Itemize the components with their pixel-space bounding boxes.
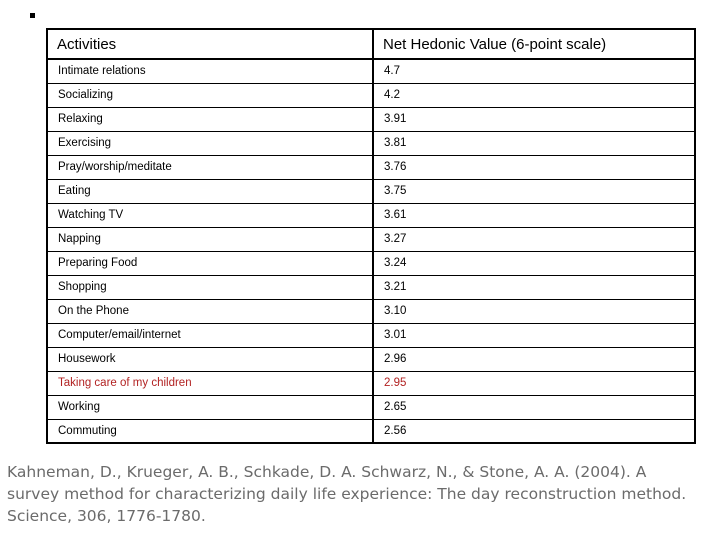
table-row: Eating 3.75 <box>47 179 695 204</box>
activity-cell: Watching TV <box>47 203 373 228</box>
table-row: Exercising 3.81 <box>47 131 695 156</box>
table-row: Pray/worship/meditate 3.76 <box>47 155 695 180</box>
activities-table-body: Intimate relations 4.7 Socializing 4.2 Relax… <box>47 59 695 443</box>
citation-text: Kahneman, D., Krueger, A. B., Schkade, D… <box>7 463 687 525</box>
value-cell: 3.01 <box>372 323 695 348</box>
table-row: Watching TV 3.61 <box>47 203 695 228</box>
activity-cell: Computer/email/internet <box>47 323 373 348</box>
table-row: Commuting 2.56 <box>47 419 695 443</box>
table-row: Napping 3.27 <box>47 227 695 252</box>
table-row: Socializing 4.2 <box>47 83 695 108</box>
activities-column-header: Activities <box>47 29 373 60</box>
table-row: Intimate relations 4.7 <box>47 59 695 84</box>
value-cell: 3.75 <box>372 179 695 204</box>
activity-cell: Housework <box>47 347 373 372</box>
value-cell: 3.27 <box>372 227 695 252</box>
activity-cell: Taking care of my children <box>47 371 373 396</box>
activity-cell: Preparing Food <box>47 251 373 276</box>
activity-cell: Exercising <box>47 131 373 156</box>
table-row: Working 2.65 <box>47 395 695 420</box>
stray-mark <box>30 13 35 18</box>
activity-cell: Eating <box>47 179 373 204</box>
activity-cell: Working <box>47 395 373 420</box>
table-row: Shopping 3.21 <box>47 275 695 300</box>
value-cell: 4.2 <box>372 83 695 108</box>
table-header-row: Activities Net Hedonic Value (6-point sc… <box>47 29 695 60</box>
value-cell: 3.81 <box>372 131 695 156</box>
table-row: Computer/email/internet 3.01 <box>47 323 695 348</box>
value-cell: 2.56 <box>372 419 695 443</box>
value-cell: 3.61 <box>372 203 695 228</box>
table-row: On the Phone 3.10 <box>47 299 695 324</box>
table-row: Taking care of my children 2.95 <box>47 371 695 396</box>
value-cell: 3.21 <box>372 275 695 300</box>
table-row: Relaxing 3.91 <box>47 107 695 132</box>
activity-cell: Pray/worship/meditate <box>47 155 373 180</box>
value-cell: 2.65 <box>372 395 695 420</box>
activity-cell: Commuting <box>58 424 117 437</box>
value-cell: 2.96 <box>372 347 695 372</box>
value-cell: 3.10 <box>372 299 695 324</box>
activity-cell: On the Phone <box>47 299 373 324</box>
value-cell: 3.76 <box>372 155 695 180</box>
table-row: Preparing Food 3.24 <box>47 251 695 276</box>
value-cell: 2.95 <box>372 371 695 396</box>
activity-cell: Shopping <box>47 275 373 300</box>
activity-cell: Relaxing <box>47 107 373 132</box>
value-cell: 3.24 <box>372 251 695 276</box>
value-cell: 3.91 <box>372 107 695 132</box>
activity-cell: Socializing <box>47 83 373 108</box>
activities-table: Activities Net Hedonic Value (6-point sc… <box>46 28 696 444</box>
value-cell: 4.7 <box>372 59 695 84</box>
table-row: Housework 2.96 <box>47 347 695 372</box>
activity-cell: Napping <box>47 227 373 252</box>
hedonic-value-column-header: Net Hedonic Value (6-point scale) <box>372 29 695 60</box>
activity-cell: Intimate relations <box>47 59 373 84</box>
